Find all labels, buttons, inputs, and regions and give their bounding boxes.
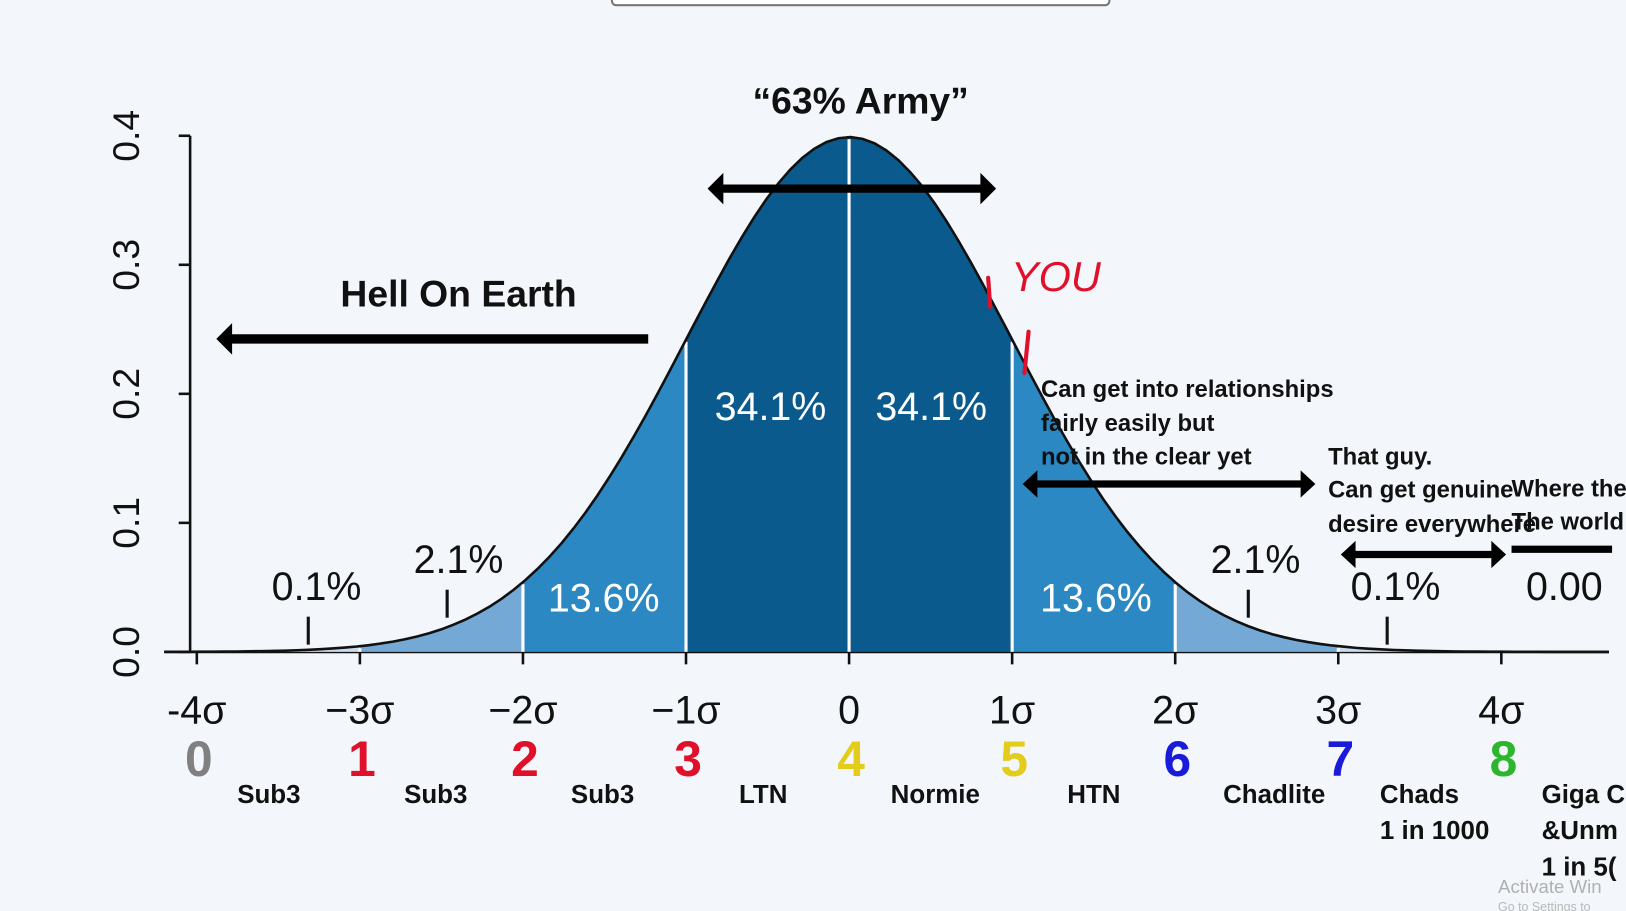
tier-label: HTN	[1067, 781, 1120, 809]
rank-number: 7	[1327, 731, 1355, 787]
band	[1175, 582, 1339, 652]
x-tick-label: -4σ	[167, 688, 226, 732]
band	[359, 582, 523, 652]
x-tick-label: 0	[838, 688, 860, 732]
annotation: Can get into relationships	[1041, 376, 1334, 403]
x-tick-label: 2σ	[1152, 688, 1198, 732]
band-label: 34.1%	[715, 385, 827, 429]
rank-number: 1	[348, 731, 376, 787]
annotation: 0.00	[1526, 565, 1603, 609]
tier-label: Chadlite	[1223, 781, 1325, 809]
annotation: Hell On Earth	[340, 272, 576, 314]
rank-number: 2	[511, 731, 539, 787]
tier-label: 1 in 1000	[1380, 817, 1489, 845]
y-tick-label: 0.2	[105, 368, 147, 420]
arrow-head	[1340, 540, 1356, 569]
watermark: Activate Win	[1498, 876, 1602, 897]
annotation: Where the	[1512, 476, 1626, 503]
rank-number: 8	[1490, 731, 1518, 787]
band-label: 34.1%	[875, 385, 987, 429]
tier-label: Normie	[891, 781, 980, 809]
tier-label: Chads	[1380, 781, 1459, 809]
y-tick-label: 0.4	[105, 110, 147, 162]
annotation: not in the clear yet	[1041, 443, 1252, 470]
x-tick-label: 4σ	[1478, 688, 1524, 732]
arrow-head	[1491, 540, 1507, 569]
band-label: 13.6%	[548, 577, 660, 621]
tier-label: Sub3	[571, 781, 634, 809]
red-stroke	[1022, 329, 1031, 376]
tier-label: Giga C	[1542, 781, 1626, 809]
density-curve	[164, 135, 1609, 654]
x-tick-label: −3σ	[325, 688, 394, 732]
annotation: desire everywhere	[1328, 511, 1536, 538]
handwritten-you: YOU	[1011, 253, 1102, 300]
x-tick-label: −2σ	[488, 688, 557, 732]
handwriting-strokes	[986, 275, 1031, 376]
plot: 0.1%2.1%13.6%34.1% 34.1%13.6%2.1%0.1%0.00…	[105, 110, 1625, 882]
band-label: 0.1%	[272, 565, 362, 609]
red-stroke	[986, 275, 993, 309]
chart-title: “63% Army”	[753, 79, 969, 121]
tier-label: Sub3	[237, 781, 300, 809]
y-tick-label: 0.0	[105, 626, 147, 678]
band-label: 13.6%	[1040, 577, 1152, 621]
annotation: fairly easily but	[1041, 410, 1215, 437]
arrow-head	[707, 172, 724, 205]
arrow-head	[216, 323, 233, 355]
rank-number: 5	[1000, 731, 1028, 787]
tier-label: &Unm	[1542, 817, 1618, 845]
tier-label: LTN	[739, 781, 787, 809]
rank-number: 4	[837, 731, 865, 787]
annotation: The world	[1512, 509, 1625, 536]
rank-number: 0	[185, 731, 213, 787]
arrow-head	[1022, 470, 1038, 498]
y-tick-label: 0.3	[105, 239, 147, 291]
tier-label: Sub3	[404, 781, 467, 809]
band-label: 2.1%	[1211, 538, 1301, 582]
rank-number: 6	[1163, 731, 1191, 787]
x-tick-label: 1σ	[989, 688, 1035, 732]
arrows	[216, 172, 1613, 569]
arrow-head	[980, 172, 997, 205]
watermark: Go to Settings to	[1498, 900, 1591, 911]
arrow-head	[1300, 470, 1316, 498]
y-tick-label: 0.1	[105, 497, 147, 549]
x-tick-label: −1σ	[651, 688, 720, 732]
top-crop-box	[610, 0, 1111, 7]
annotation: Can get genuine	[1328, 477, 1513, 504]
tier-label: 1 in 5(	[1542, 853, 1617, 881]
band-label: 2.1%	[414, 538, 504, 582]
rank-number: 3	[674, 731, 702, 787]
x-tick-label: 3σ	[1315, 688, 1361, 732]
annotation: That guy.	[1328, 443, 1432, 470]
band-label: 0.1%	[1351, 565, 1441, 609]
